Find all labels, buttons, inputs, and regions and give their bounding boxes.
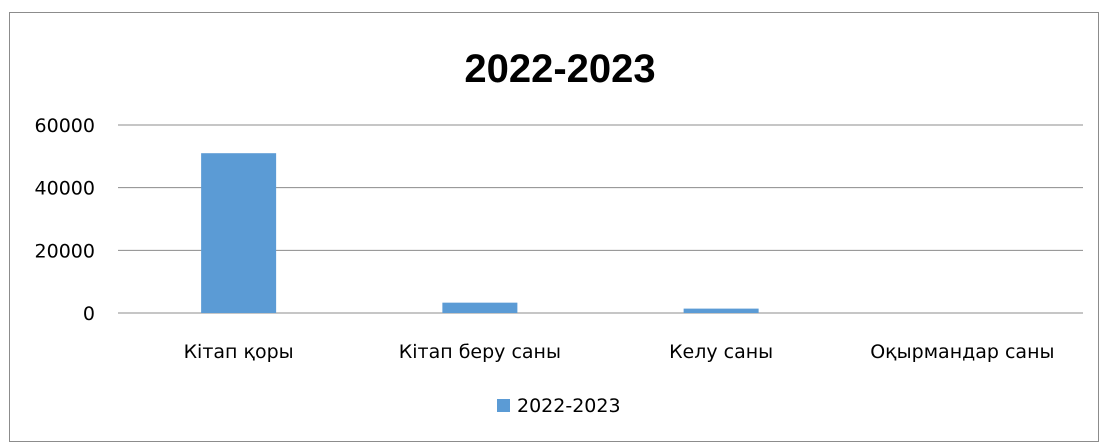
x-category-label: Кітап беру саны [399,341,561,363]
x-axis-categories: Кітап қоры Кітап беру саны Келу саны Оқырма… [184,341,1055,363]
chart-title: 2022-2023 [464,47,655,91]
x-category-label: Келу саны [669,341,773,363]
y-tick-label: 20000 [35,240,95,262]
y-tick-label: 40000 [35,178,95,200]
y-axis-ticks: 0 20000 40000 60000 [35,115,95,325]
bar [683,308,759,313]
legend-label: 2022-2023 [517,395,621,417]
legend-swatch [497,399,510,412]
y-tick-label: 0 [83,303,95,325]
y-tick-label: 60000 [35,115,95,137]
bar [442,302,518,313]
bars [201,153,759,313]
legend: 2022-2023 [497,395,621,417]
bar [201,153,277,313]
gridlines [118,124,1083,314]
chart-frame [9,12,1099,442]
x-category-label: Кітап қоры [184,341,294,363]
x-category-label: Оқырмандар саны [870,341,1054,363]
